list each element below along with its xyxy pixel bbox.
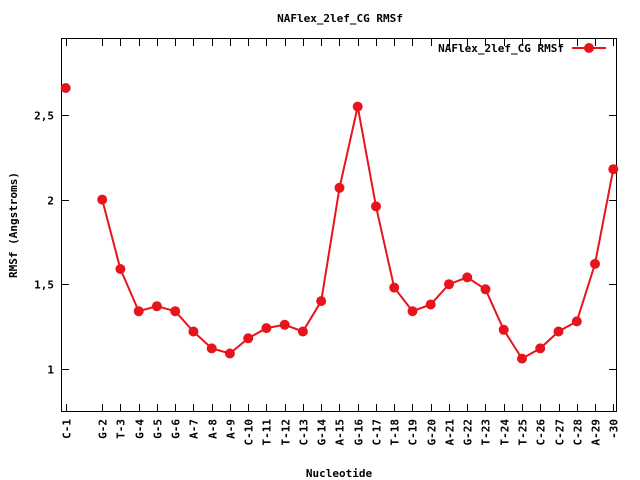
x-tick-label: G-20 (426, 419, 439, 446)
x-tick-label: T-25 (517, 419, 530, 446)
legend-marker (584, 43, 594, 53)
x-tick-label: T-18 (389, 419, 402, 446)
data-point (151, 301, 162, 312)
data-point (243, 333, 254, 344)
chart-title: NAFlex_2lef_CG RMSf (277, 12, 403, 25)
x-tick-label: T-23 (480, 419, 493, 446)
y-tick-label: 1,5 (34, 279, 54, 292)
x-tick-label: A-15 (334, 419, 347, 446)
data-point (206, 343, 217, 354)
data-point (297, 326, 308, 337)
legend: NAFlex_2lef_CG RMSf (438, 42, 606, 55)
data-point (352, 101, 363, 112)
x-tick-label: C-27 (554, 419, 567, 446)
data-point (224, 348, 235, 359)
data-point (133, 306, 144, 317)
data-point (480, 284, 491, 295)
data-point (571, 316, 582, 327)
data-point (389, 282, 400, 293)
data-point (279, 319, 290, 330)
series-line (101, 106, 615, 360)
data-point (97, 194, 108, 205)
x-tick-label: C-1 (61, 419, 74, 439)
legend-label: NAFlex_2lef_CG RMSf (438, 42, 564, 55)
x-tick-label: C-26 (535, 419, 548, 446)
x-tick-label: C-19 (407, 419, 420, 446)
x-tick-label: A-29 (590, 419, 603, 446)
x-tick-label: -30 (608, 419, 621, 439)
y-axis-title: RMSf (Angstroms) (7, 172, 20, 278)
plot-frame (61, 38, 617, 412)
x-tick-label: T-12 (280, 419, 293, 446)
y-tick-label: 2 (47, 195, 54, 208)
data-point (170, 306, 181, 317)
data-point (371, 201, 381, 212)
x-tick-label: A-8 (207, 419, 220, 439)
data-point (498, 324, 509, 335)
data-point (60, 83, 71, 93)
x-tick-label: G-14 (316, 419, 329, 446)
data-point (462, 272, 473, 283)
data-point (517, 353, 527, 364)
data-point (407, 306, 418, 317)
data-point (553, 326, 564, 337)
x-tick-label: C-28 (572, 419, 585, 446)
data-point (188, 326, 199, 337)
x-tick-label: C-17 (371, 419, 384, 446)
x-tick-label: G-4 (134, 419, 147, 439)
y-axis: 1 1,5 2 2,5 (34, 110, 616, 377)
x-tick-label: T-24 (499, 419, 512, 446)
y-tick-label: 1 (47, 364, 54, 377)
series-layer (60, 83, 619, 364)
y-tick-label: 2,5 (34, 110, 54, 123)
x-tick-label: G-2 (97, 419, 110, 439)
data-point (261, 323, 272, 334)
x-tick-label: C-13 (298, 419, 311, 446)
data-point (608, 164, 619, 175)
x-axis-title: Nucleotide (306, 467, 373, 480)
x-tick-label: A-9 (225, 419, 238, 439)
data-point (334, 182, 345, 193)
x-tick-label: G-5 (152, 419, 165, 439)
data-point (590, 258, 600, 269)
data-point (535, 343, 546, 354)
data-point (444, 279, 454, 290)
x-tick-label: C-10 (243, 419, 256, 446)
x-tick-label: A-21 (444, 419, 457, 446)
data-point (316, 296, 327, 307)
x-tick-label: T-11 (261, 419, 274, 446)
x-tick-label: G-16 (353, 419, 366, 446)
x-tick-label: A-7 (188, 419, 201, 439)
data-point (425, 299, 436, 310)
x-tick-label: G-6 (170, 419, 183, 439)
x-tick-label: G-22 (462, 419, 475, 446)
data-point (115, 264, 126, 274)
x-tick-label: T-3 (115, 419, 128, 439)
x-axis: C-1 G-2 T-3 G-4 G-5 G-6 A-7 A-8 A-9 C-10 T-11 T-12 C… (61, 39, 621, 446)
